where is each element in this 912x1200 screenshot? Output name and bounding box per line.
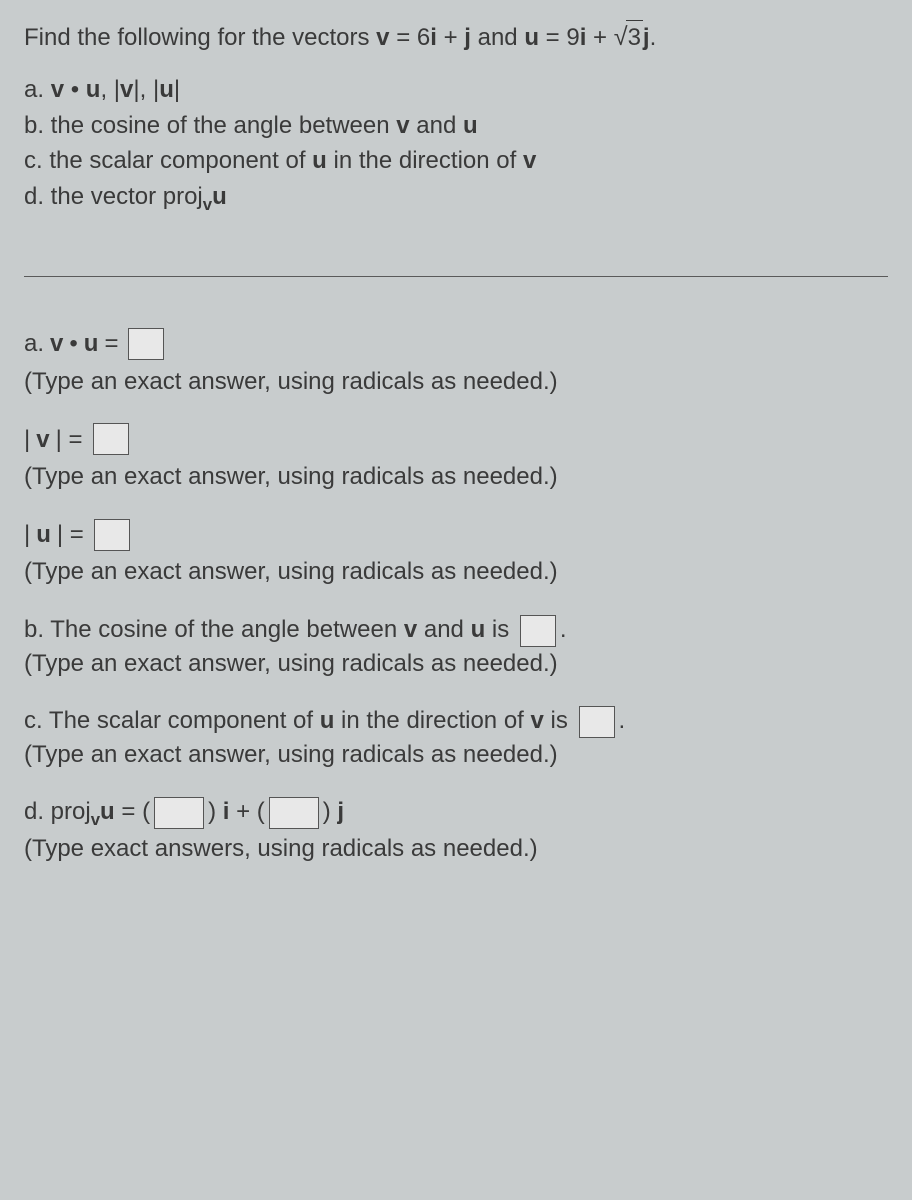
answer-a-v: v — [50, 327, 63, 361]
hint-a2: (Type an exact answer, using radicals as… — [24, 460, 888, 494]
answer-c-v: v — [531, 707, 544, 734]
part-a-vbar: v — [120, 76, 133, 103]
question-prompt: Find the following for the vectors v = 6… — [24, 20, 888, 55]
input-proj-j[interactable] — [269, 797, 319, 829]
magu-u: u — [36, 518, 51, 552]
answer-a-eq: = — [104, 327, 118, 361]
plus1: + — [437, 24, 464, 51]
period: . — [650, 24, 657, 51]
i1: i — [430, 24, 437, 51]
answer-a-vu: a. v • u = (Type an exact answer, using … — [24, 327, 888, 398]
answer-b-v: v — [404, 616, 417, 643]
vector-u: u — [524, 24, 539, 51]
part-b: b. the cosine of the angle between v and… — [24, 109, 888, 143]
answer-c-row: c. The scalar component of u in the dire… — [24, 704, 888, 738]
j1: j — [464, 24, 471, 51]
answer-b-and: and — [417, 616, 470, 643]
part-c-u: u — [312, 147, 327, 174]
part-c-mid: in the direction of — [327, 147, 523, 174]
input-proj-i[interactable] — [154, 797, 204, 829]
input-magv[interactable] — [93, 423, 129, 455]
prompt-text: Find the following for the vectors — [24, 24, 376, 51]
answer-d-eq: = ( — [115, 798, 150, 825]
eq2: = 9 — [539, 24, 580, 51]
divider — [24, 276, 888, 277]
magv-v: v — [36, 423, 49, 457]
part-a: a. v • u, |v|, |u| — [24, 73, 888, 107]
parts-list: a. v • u, |v|, |u| b. the cosine of the … — [24, 73, 888, 216]
magv-open: | — [24, 423, 30, 457]
magv-close: | = — [56, 423, 83, 457]
part-a-ubar: u — [159, 76, 174, 103]
answer-b: b. The cosine of the angle between v and… — [24, 613, 888, 680]
answer-d-label: d. proj — [24, 798, 91, 825]
part-a-u: u — [86, 76, 101, 103]
answer-magv: |v | = (Type an exact answer, using radic… — [24, 423, 888, 494]
answer-a-u: u — [84, 327, 99, 361]
answer-c-mid: in the direction of — [334, 707, 530, 734]
answer-d-row: d. projvu = () i + () j — [24, 795, 888, 831]
input-vu[interactable] — [128, 328, 164, 360]
part-d: d. the vector projvu — [24, 180, 888, 216]
magu-open: | — [24, 518, 30, 552]
part-b-and: and — [410, 112, 463, 139]
answer-d-mid: ) — [208, 798, 223, 825]
part-d-u: u — [212, 183, 227, 210]
answer-d-plus: + ( — [229, 798, 264, 825]
part-c: c. the scalar component of u in the dire… — [24, 144, 888, 178]
answer-d-sub: v — [91, 810, 100, 829]
answer-magu-row: |u| = — [24, 518, 888, 552]
answer-b-u: u — [471, 616, 486, 643]
eq1: = 6 — [390, 24, 431, 51]
hint-d: (Type exact answers, using radicals as n… — [24, 832, 888, 866]
input-magu[interactable] — [94, 519, 130, 551]
part-a-c1: , | — [100, 76, 120, 103]
answer-b-text: b. The cosine of the angle between — [24, 616, 404, 643]
part-b-u: u — [463, 112, 478, 139]
part-a-prefix: a. — [24, 76, 51, 103]
answer-c-period: . — [619, 707, 626, 734]
part-b-text: b. the cosine of the angle between — [24, 112, 396, 139]
hint-a1: (Type an exact answer, using radicals as… — [24, 365, 888, 399]
answer-a-row: a. v • u = — [24, 327, 888, 361]
vector-v: v — [376, 24, 389, 51]
part-b-v: v — [396, 112, 409, 139]
part-a-end: | — [174, 76, 180, 103]
part-a-c2: |, | — [133, 76, 159, 103]
part-d-sub: v — [203, 195, 212, 214]
part-d-text: d. the vector proj — [24, 183, 203, 210]
answer-magv-row: |v | = — [24, 423, 888, 457]
answer-c-is: is — [544, 707, 575, 734]
and: and — [471, 24, 524, 51]
sqrt-arg: 3 — [626, 20, 643, 55]
part-a-dot: • — [64, 76, 86, 103]
hint-c: (Type an exact answer, using radicals as… — [24, 738, 888, 772]
answer-c-u: u — [320, 707, 335, 734]
answer-d-j: j — [337, 798, 344, 825]
answer-b-row: b. The cosine of the angle between v and… — [24, 613, 888, 647]
answer-c: c. The scalar component of u in the dire… — [24, 704, 888, 771]
part-c-v: v — [523, 147, 536, 174]
answer-b-period: . — [560, 616, 567, 643]
answer-c-text: c. The scalar component of — [24, 707, 320, 734]
answer-d-u: u — [100, 798, 115, 825]
plus2: + — [586, 24, 613, 51]
j2: j — [643, 24, 650, 51]
part-a-v: v — [51, 76, 64, 103]
input-cosine[interactable] — [520, 615, 556, 647]
answer-d-close: ) — [323, 798, 338, 825]
input-scalar[interactable] — [579, 706, 615, 738]
hint-a3: (Type an exact answer, using radicals as… — [24, 555, 888, 589]
answer-magu: |u| = (Type an exact answer, using radic… — [24, 518, 888, 589]
hint-b: (Type an exact answer, using radicals as… — [24, 647, 888, 681]
sqrt: √3 — [614, 20, 643, 55]
answer-a-label: a. — [24, 327, 44, 361]
answer-a-dot: • — [69, 327, 77, 361]
part-c-text: c. the scalar component of — [24, 147, 312, 174]
answer-b-is: is — [485, 616, 516, 643]
answer-d: d. projvu = () i + () j (Type exact answ… — [24, 795, 888, 865]
magu-close: | = — [57, 518, 84, 552]
